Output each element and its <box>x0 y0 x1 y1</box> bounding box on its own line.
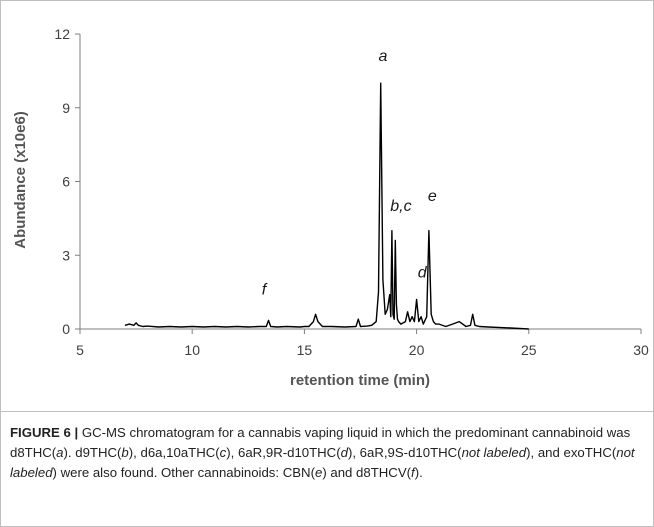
chromatogram-trace <box>124 82 529 330</box>
y-tick-label: 9 <box>62 100 70 116</box>
peak-label-f: f <box>262 282 268 299</box>
x-tick-label: 15 <box>297 342 313 358</box>
y-axis-title: Abundance (x10e6) <box>12 111 29 249</box>
x-tick-label: 25 <box>521 342 537 358</box>
peak-label-bc: b,c <box>390 198 411 215</box>
caption-lead: FIGURE 6 | <box>10 425 79 440</box>
x-tick-label: 30 <box>633 342 649 358</box>
y-tick-label: 3 <box>62 247 70 263</box>
y-tick-label: 0 <box>62 321 70 337</box>
x-tick-label: 20 <box>409 342 425 358</box>
peak-label-a: a <box>378 48 387 65</box>
peak-labels: a b,c d e f <box>262 48 437 299</box>
y-axis-ticks: 0 3 6 9 12 <box>54 26 80 337</box>
peak-label-d: d <box>418 264 428 281</box>
caption-text: GC-MS chromatogram for a cannabis vaping… <box>10 425 635 480</box>
chromatogram-chart: 0 3 6 9 12 5 10 15 20 25 30 a b,c d e f retention tim… <box>12 26 649 389</box>
x-tick-label: 5 <box>76 342 84 358</box>
y-tick-label: 6 <box>62 174 70 190</box>
peak-label-e: e <box>428 188 437 205</box>
y-tick-label: 12 <box>54 26 70 42</box>
caption-separator <box>0 411 654 412</box>
x-axis-title: retention time (min) <box>290 372 430 389</box>
x-tick-label: 10 <box>184 342 200 358</box>
figure-caption: FIGURE 6 | GC-MS chromatogram for a cann… <box>0 411 654 483</box>
x-axis-ticks: 5 10 15 20 25 30 <box>76 329 649 358</box>
